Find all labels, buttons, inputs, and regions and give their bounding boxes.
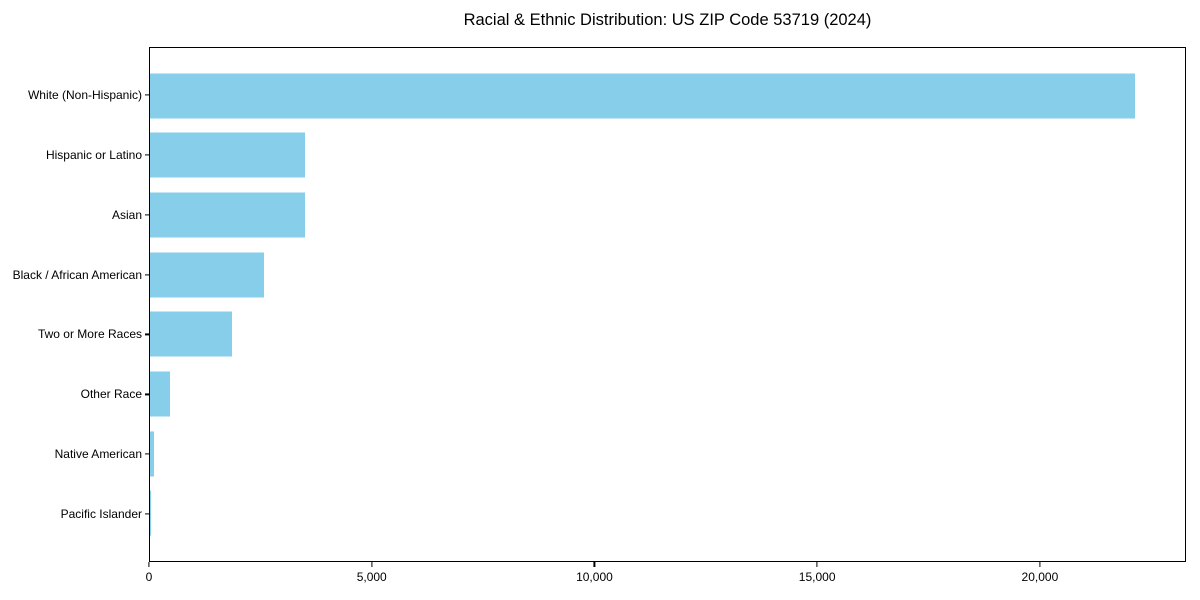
bar-two-or-more-races xyxy=(150,311,232,357)
bar-row xyxy=(150,424,1185,484)
bar-row xyxy=(150,483,1185,543)
bar-row xyxy=(150,185,1185,245)
y-tick-mark xyxy=(145,94,149,96)
y-tick-mark xyxy=(145,333,149,336)
bar-other-race xyxy=(150,371,170,417)
plot-area xyxy=(149,47,1186,562)
bar-row xyxy=(150,364,1185,424)
y-tick-label: Other Race xyxy=(80,387,142,402)
x-tick-mark xyxy=(593,562,596,567)
bar-black-african-american xyxy=(150,252,264,298)
x-tick-label: 15,000 xyxy=(798,570,836,584)
x-tick-label: 10,000 xyxy=(576,570,613,584)
x-tick-mark xyxy=(1039,562,1041,567)
bar-rows xyxy=(150,66,1185,543)
bar-row xyxy=(150,245,1185,305)
bar-row xyxy=(150,305,1185,365)
y-tick-mark xyxy=(145,513,149,515)
bar-row xyxy=(150,66,1185,126)
bar-pacific-islander xyxy=(150,490,151,536)
y-tick-label: Asian xyxy=(111,207,142,222)
y-tick-mark xyxy=(145,393,149,395)
x-tick-label: 0 xyxy=(145,570,153,584)
x-tick-label: 5,000 xyxy=(356,570,387,584)
y-tick-mark xyxy=(145,453,149,455)
bar-asian xyxy=(150,192,305,238)
y-tick-label: Native American xyxy=(54,447,142,462)
bar-row xyxy=(150,126,1185,186)
x-tick-mark xyxy=(816,562,818,567)
y-tick-mark xyxy=(145,214,149,216)
bar-hispanic-or-latino xyxy=(150,132,306,178)
chart-title: Racial & Ethnic Distribution: US ZIP Cod… xyxy=(463,11,872,29)
y-tick-label: Hispanic or Latino xyxy=(45,147,142,162)
bar-native-american xyxy=(150,431,154,477)
bar-white-non-hispanic xyxy=(150,73,1135,119)
y-tick-mark xyxy=(145,273,149,276)
x-tick-mark xyxy=(371,562,373,567)
y-tick-label: Two or More Races xyxy=(37,327,142,342)
y-tick-label: Pacific Islander xyxy=(60,507,142,522)
x-tick-mark xyxy=(148,562,150,567)
y-tick-label: Black / African American xyxy=(12,267,142,282)
y-tick-label: White (Non-Hispanic) xyxy=(27,87,142,102)
y-tick-mark xyxy=(145,154,149,156)
x-tick-label: 20,000 xyxy=(1021,570,1059,584)
